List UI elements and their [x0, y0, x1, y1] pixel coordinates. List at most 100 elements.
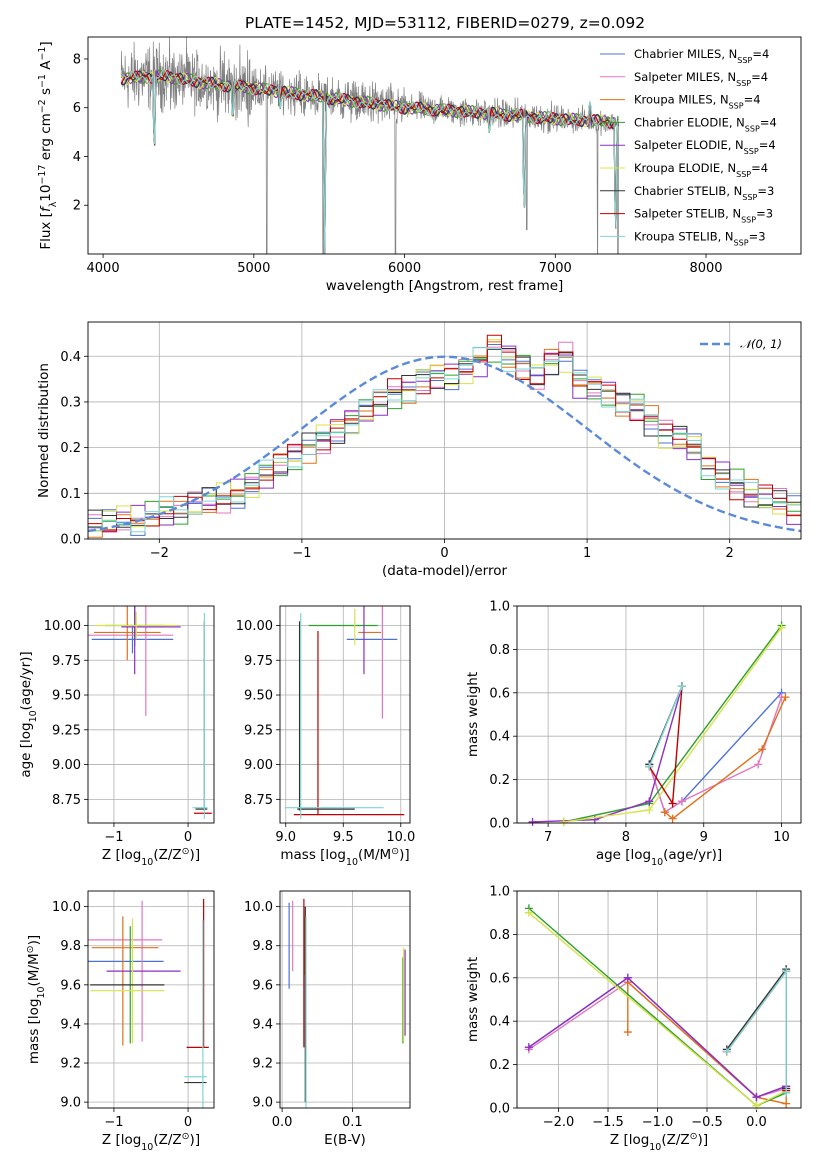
spectrum-data-line — [120, 37, 619, 254]
label-part: )] — [399, 847, 410, 863]
y-tick-label: 9.2 — [252, 1057, 273, 1072]
z-vs-mass-xlabel: Z [log10(Z/Z⊙)] — [102, 1131, 200, 1153]
x-tick-label: 2 — [726, 546, 734, 561]
spectrum-ylabel: Flux [fλ10−17 erg cm−2 s−1 A−1] — [37, 41, 59, 249]
y-tick-label: 8.75 — [52, 793, 81, 808]
weight-line-4 — [528, 976, 787, 1099]
weight-marker — [623, 973, 632, 982]
age-vs-weight-frame — [516, 605, 802, 824]
x-tick-label: 0 — [184, 1115, 192, 1130]
label-part: ⊙ — [182, 1131, 190, 1142]
y-tick-label: 0.0 — [60, 533, 81, 548]
label-part: (age/yr)] — [18, 651, 34, 710]
weight-line-3 — [563, 625, 783, 823]
label-part: )] — [190, 1132, 201, 1148]
y-tick-label: 9.50 — [52, 689, 81, 704]
y-tick-label: 0.4 — [60, 350, 81, 365]
y-tick-label: 9.0 — [252, 1096, 273, 1111]
z-vs-weight-ylabel: mass weight — [465, 957, 481, 1042]
y-tick-label: 0.4 — [489, 1015, 510, 1030]
y-tick-label: 0.1 — [60, 487, 81, 502]
legend-label-1: Salpeter MILES, NSSP=4 — [634, 70, 768, 88]
y-tick-label: 0.2 — [489, 1058, 510, 1073]
z-vs-mass-ylabel: mass [log10(M/M⊙)] — [25, 935, 47, 1064]
weight-marker — [645, 797, 654, 806]
figure-title: PLATE=1452, MJD=53112, FIBERID=0279, z=0… — [245, 14, 645, 32]
weight-marker — [524, 908, 533, 917]
x-tick-label: −1 — [104, 1115, 123, 1130]
y-tick-label: 0.0 — [489, 817, 510, 832]
z-vs-age-frame — [87, 605, 215, 824]
y-tick-label: 0.6 — [489, 686, 510, 701]
legend-label-4: Salpeter ELODIE, NSSP=4 — [634, 138, 776, 156]
weight-marker — [754, 760, 763, 769]
label-part: =4 — [744, 93, 761, 107]
label-part: SSP — [734, 238, 749, 247]
label-part: 10 — [38, 185, 54, 202]
y-tick-label: 10.0 — [52, 900, 81, 915]
label-part: 10 — [141, 857, 153, 868]
weight-marker — [752, 1093, 761, 1102]
hist-step-2 — [88, 341, 801, 538]
label-part: )] — [190, 847, 201, 863]
y-tick-label: 9.0 — [60, 1096, 81, 1111]
label-part: Salpeter STELIB, N — [634, 207, 741, 221]
x-tick-label: 10 — [773, 830, 790, 845]
x-tick-label: 7 — [544, 830, 552, 845]
y-tick-label: 0.8 — [489, 643, 510, 658]
label-part: Salpeter ELODIE, N — [634, 138, 744, 152]
weight-marker — [660, 808, 669, 817]
label-part: 10 — [28, 710, 39, 722]
y-tick-label: 9.6 — [60, 978, 81, 993]
x-tick-label: −1.0 — [642, 1115, 674, 1130]
x-tick-label: 7000 — [539, 261, 572, 276]
label-part: SSP — [741, 215, 756, 224]
residuals-xlabel: (data-model)/error — [382, 563, 508, 579]
label-part: −17 — [37, 165, 48, 185]
y-tick-label: 9.25 — [52, 723, 81, 738]
z-vs-weight-xlabel: Z [log10(Z/Z⊙)] — [610, 1131, 708, 1153]
weight-marker — [668, 814, 677, 823]
x-tick-label: 9.5 — [333, 830, 354, 845]
weight-marker — [645, 762, 654, 771]
label-part: SSP — [736, 78, 751, 87]
label-part: =4 — [751, 70, 768, 84]
y-tick-label: 1.0 — [489, 885, 510, 900]
x-tick-label: 5000 — [237, 261, 270, 276]
label-part: SSP — [729, 101, 744, 110]
label-part: Chabrier STELIB, N — [634, 184, 742, 198]
label-part: λ — [48, 201, 59, 207]
y-tick-label: 9.4 — [252, 1017, 273, 1032]
x-tick-label: 0.0 — [272, 1115, 293, 1130]
weight-marker — [722, 1047, 731, 1056]
y-tick-label: 4 — [73, 150, 81, 165]
label-part: SSP — [737, 56, 752, 65]
y-tick-label: 10.00 — [236, 619, 273, 634]
legend-label-5: Kroupa ELODIE, NSSP=4 — [634, 161, 768, 179]
y-tick-label: 9.50 — [244, 689, 273, 704]
label-part: s — [38, 88, 54, 99]
label-part: 10 — [141, 1142, 153, 1153]
mass-vs-age-frame — [279, 605, 411, 824]
label-part: Chabrier ELODIE, N — [634, 115, 745, 129]
label-part: (M/M — [26, 953, 42, 986]
weight-marker — [782, 1099, 791, 1108]
weight-marker — [668, 799, 677, 808]
legend-label-0: Chabrier MILES, NSSP=4 — [634, 47, 769, 65]
x-tick-label: −1 — [104, 830, 123, 845]
label-part: Z [log — [102, 1132, 141, 1148]
y-tick-label: 0.4 — [489, 730, 510, 745]
weight-line-2 — [664, 696, 787, 820]
z-vs-age-xlabel: Z [log10(Z/Z⊙)] — [102, 846, 200, 868]
label-part: =3 — [757, 184, 774, 198]
label-part: f — [38, 205, 54, 212]
label-part: age [log — [18, 722, 34, 777]
x-tick-label: 9.0 — [275, 830, 296, 845]
age-vs-weight-axes: 7 8 9 10 0.0 0.2 0.4 0.6 0.8 1.0 — [489, 600, 801, 845]
label-part: erg cm — [38, 113, 54, 164]
residuals-axes: −2 −1 0 1 2 0.0 0.1 0.2 0.3 0.4 — [60, 322, 801, 561]
y-tick-label: 6 — [73, 101, 81, 116]
x-tick-label: 0 — [184, 830, 192, 845]
weight-line-4 — [532, 686, 683, 823]
